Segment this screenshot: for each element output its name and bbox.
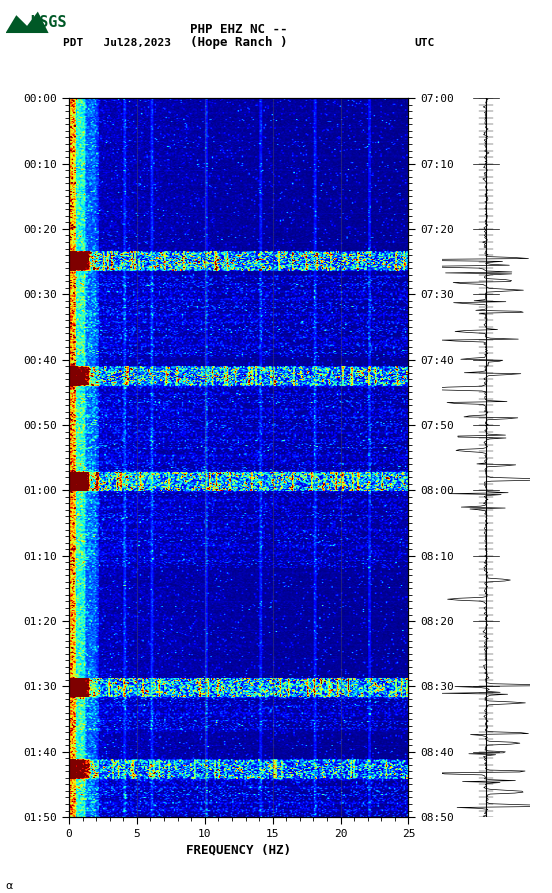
Text: PDT   Jul28,2023: PDT Jul28,2023 bbox=[63, 38, 172, 48]
Polygon shape bbox=[6, 12, 49, 33]
Text: (Hope Ranch ): (Hope Ranch ) bbox=[190, 37, 288, 49]
Text: PHP EHZ NC --: PHP EHZ NC -- bbox=[190, 23, 288, 36]
X-axis label: FREQUENCY (HZ): FREQUENCY (HZ) bbox=[186, 843, 291, 856]
Text: USGS: USGS bbox=[31, 15, 67, 29]
Text: UTC: UTC bbox=[414, 38, 434, 48]
Text: α: α bbox=[6, 880, 13, 890]
